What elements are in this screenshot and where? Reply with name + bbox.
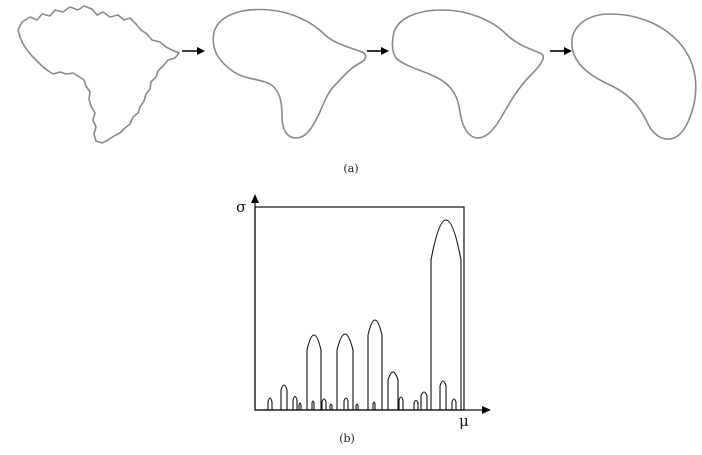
peak bbox=[439, 380, 447, 410]
peak bbox=[372, 401, 376, 410]
panel-b: σ μ (b) bbox=[236, 194, 491, 445]
peak bbox=[398, 396, 404, 410]
peak bbox=[387, 371, 399, 410]
caption-a: (a) bbox=[343, 162, 358, 175]
peak bbox=[306, 334, 322, 410]
arrow-3-head bbox=[564, 47, 572, 55]
peak bbox=[413, 399, 419, 410]
peak bbox=[430, 219, 462, 410]
peak bbox=[329, 403, 333, 410]
contour-stage-3 bbox=[391, 9, 545, 139]
peak bbox=[336, 333, 354, 410]
arrow-2-head bbox=[381, 47, 389, 55]
peak bbox=[321, 398, 327, 410]
x-axis-label: μ bbox=[459, 412, 469, 430]
plot-frame bbox=[254, 206, 465, 411]
y-axis-arrow bbox=[251, 194, 259, 203]
y-axis-label: σ bbox=[236, 198, 246, 216]
arrow-1-head bbox=[197, 47, 205, 55]
peak bbox=[292, 395, 298, 410]
peak bbox=[311, 400, 315, 410]
peak bbox=[343, 397, 349, 410]
peak bbox=[367, 319, 383, 410]
peak bbox=[280, 384, 288, 410]
contour-stage-4 bbox=[571, 13, 697, 140]
contour-stage-1 bbox=[17, 5, 180, 144]
peak bbox=[355, 403, 359, 410]
peak bbox=[420, 391, 428, 410]
peak bbox=[267, 397, 273, 410]
peak bbox=[451, 398, 457, 410]
panel-a: (a) bbox=[17, 5, 697, 175]
contour-stage-2 bbox=[212, 8, 367, 139]
peak bbox=[298, 402, 302, 410]
x-axis-arrow bbox=[482, 406, 491, 414]
caption-b: (b) bbox=[339, 432, 355, 445]
